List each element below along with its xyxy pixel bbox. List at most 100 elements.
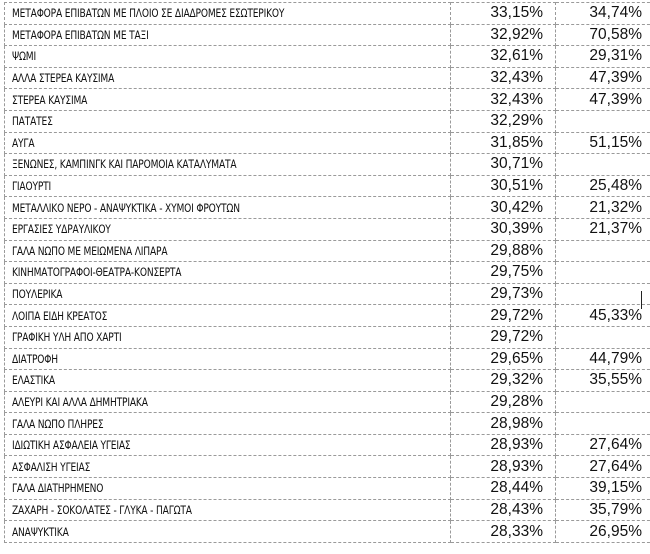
item-name: ΣΤΕΡΕΑ ΚΑΥΣΙΜΑ [12,92,88,107]
table-row: ΔΙΑΤΡΟΦΗ 29,65% 44,79% [4,347,650,371]
value-2-cell [555,109,650,133]
item-name-cell: ΚΙΝΗΜΑΤΟΓΡΑΦΟΙ-ΘΕΑΤΡΑ-ΚΟΝΣΕΡΤΑ [4,261,451,284]
item-name-cell: ΞΕΝΩΝΕΣ, ΚΑΜΠΙΝΓΚ ΚΑΙ ΠΑΡΟΜΟΙΑ ΚΑΤΑΛΥΜΑΤ… [4,153,451,176]
item-name-cell: ΓΙΑΟΥΡΤΙ [4,174,451,198]
item-name-cell: ΠΑΤΑΤΕΣ [4,109,451,133]
value-1-cell: 30,42% [450,196,556,219]
value-1-cell: 28,98% [450,412,556,435]
value-1-cell: 28,43% [450,498,556,522]
item-name: ΠΑΤΑΤΕΣ [12,114,53,129]
item-name-cell: ΕΛΑΣΤΙΚΑ [4,369,451,392]
item-name: ΑΛΕΥΡΙ ΚΑΙ ΑΛΛΑ ΔΗΜΗΤΡΙΑΚΑ [12,394,148,409]
table-row: ΖΑΧΑΡΗ - ΣΟΚΟΛΑΤΕΣ - ΓΛΥΚΑ - ΠΑΓΩΤΑ 28,43… [4,498,650,522]
item-name: ΓΡΑΦΙΚΗ ΥΛΗ ΑΠΟ ΧΑΡΤΙ [12,330,122,345]
value-1-cell: 28,44% [450,477,556,500]
value-1-cell: 30,39% [450,217,556,241]
item-name: ΕΛΑΣΤΙΚΑ [12,373,55,388]
value-2-cell: 21,37% [555,217,650,241]
item-name: ΖΑΧΑΡΗ - ΣΟΚΟΛΑΤΕΣ - ΓΛΥΚΑ - ΠΑΓΩΤΑ [12,502,192,517]
item-name: ΜΕΤΑΦΟΡΑ ΕΠΙΒΑΤΩΝ ΜΕ ΠΛΟΙΟ ΣΕ ΔΙΑΔΡΟΜΕΣ … [12,6,285,21]
value-2-cell: 35,79% [555,498,650,522]
value-2-cell: 25,48% [555,174,650,198]
item-name-cell: ΕΡΓΑΣΙΕΣ ΥΔΡΑΥΛΙΚΟΥ [4,217,451,241]
item-name: ΙΔΙΩΤΙΚΗ ΑΣΦΑΛΕΙΑ ΥΓΕΙΑΣ [12,438,131,453]
item-name-cell: ΑΥΓΑ [4,131,451,155]
value-2-cell: 51,15% [555,131,650,155]
value-1-cell: 33,15% [450,2,556,25]
value-2-cell [555,325,650,349]
value-1-cell: 30,71% [450,153,556,176]
table-row: ΓΑΛΑ ΝΩΠΟ ΜΕ ΜΕΙΩΜΕΝΑ ΛΙΠΑΡΑ 29,88% [4,239,650,263]
value-2-cell: 45,33% [555,304,650,327]
item-name: ΜΕΤΑΛΛΙΚΟ ΝΕΡΟ - ΑΝΑΨΥΚΤΙΚΑ - ΧΥΜΟΙ ΦΡΟΥ… [12,200,240,215]
value-1-cell: 29,73% [450,282,556,306]
table-row: ΑΝΑΨΥΚΤΙΚΑ 28,33% 26,95% [4,520,650,543]
value-2-cell: 21,32% [555,196,650,219]
value-1-cell: 28,33% [450,520,556,543]
table-row: ΣΤΕΡΕΑ ΚΑΥΣΙΜΑ 32,43% 47,39% [4,88,650,111]
value-1-cell: 32,43% [450,66,556,90]
item-name-cell: ΔΙΑΤΡΟΦΗ [4,347,451,371]
item-name: ΨΩΜΙ [12,49,36,64]
item-name: ΕΡΓΑΣΙΕΣ ΥΔΡΑΥΛΙΚΟΥ [12,222,111,237]
item-name: ΚΙΝΗΜΑΤΟΓΡΑΦΟΙ-ΘΕΑΤΡΑ-ΚΟΝΣΕΡΤΑ [12,265,182,280]
value-1-cell: 32,61% [450,45,556,68]
item-name-cell: ΓΡΑΦΙΚΗ ΥΛΗ ΑΠΟ ΧΑΡΤΙ [4,325,451,349]
value-1-cell: 28,93% [450,433,556,457]
value-2-cell [555,412,650,435]
value-2-cell: 26,95% [555,520,650,543]
value-2-cell: 70,58% [555,23,650,47]
value-1-cell: 32,92% [450,23,556,47]
item-name-cell: ΜΕΤΑΦΟΡΑ ΕΠΙΒΑΤΩΝ ΜΕ ΠΛΟΙΟ ΣΕ ΔΙΑΔΡΟΜΕΣ … [4,2,451,25]
table-row: ΓΑΛΑ ΔΙΑΤΗΡΗΜΕΝΟ 28,44% 39,15% [4,477,650,500]
table-row: ΚΙΝΗΜΑΤΟΓΡΑΦΟΙ-ΘΕΑΤΡΑ-ΚΟΝΣΕΡΤΑ 29,75% [4,261,650,284]
value-1-cell: 29,75% [450,261,556,284]
item-name: ΓΑΛΑ ΔΙΑΤΗΡΗΜΕΝΟ [12,481,104,496]
table-row: ΨΩΜΙ 32,61% 29,31% [4,45,650,68]
table-row: ΜΕΤΑΦΟΡΑ ΕΠΙΒΑΤΩΝ ΜΕ ΠΛΟΙΟ ΣΕ ΔΙΑΔΡΟΜΕΣ … [4,2,650,25]
table-body: ΜΕΤΑΦΟΡΑ ΕΠΙΒΑΤΩΝ ΜΕ ΠΛΟΙΟ ΣΕ ΔΙΑΔΡΟΜΕΣ … [4,2,650,543]
value-1-cell: 29,72% [450,325,556,349]
item-name: ΔΙΑΤΡΟΦΗ [12,351,58,366]
value-2-cell [555,239,650,263]
value-2-cell: 44,79% [555,347,650,371]
table-row: ΓΑΛΑ ΝΩΠΟ ΠΛΗΡΕΣ 28,98% [4,412,650,435]
item-name-cell: ΙΔΙΩΤΙΚΗ ΑΣΦΑΛΕΙΑ ΥΓΕΙΑΣ [4,433,451,457]
value-2-cell: 39,15% [555,477,650,500]
table-row: ΛΟΙΠΑ ΕΙΔΗ ΚΡΕΑΤΟΣ 29,72% 45,33% [4,304,650,327]
item-name-cell: ΑΛΛΑ ΣΤΕΡΕΑ ΚΑΥΣΙΜΑ [4,66,451,90]
item-name: ΠΟΥΛΕΡΙΚΑ [12,287,63,302]
table-row: ΞΕΝΩΝΕΣ, ΚΑΜΠΙΝΓΚ ΚΑΙ ΠΑΡΟΜΟΙΑ ΚΑΤΑΛΥΜΑΤ… [4,153,650,176]
item-name: ΑΥΓΑ [12,135,35,150]
item-name-cell: ΠΟΥΛΕΡΙΚΑ [4,282,451,306]
value-2-cell [555,153,650,176]
value-1-cell: 32,43% [450,88,556,111]
value-1-cell: 29,32% [450,369,556,392]
value-2-cell: 47,39% [555,88,650,111]
table-row: ΕΡΓΑΣΙΕΣ ΥΔΡΑΥΛΙΚΟΥ 30,39% 21,37% [4,217,650,241]
value-2-cell [555,261,650,284]
item-name-cell: ΓΑΛΑ ΔΙΑΤΗΡΗΜΕΝΟ [4,477,451,500]
table-row: ΓΡΑΦΙΚΗ ΥΛΗ ΑΠΟ ΧΑΡΤΙ 29,72% [4,325,650,349]
value-2-cell: 47,39% [555,66,650,90]
table-row: ΓΙΑΟΥΡΤΙ 30,51% 25,48% [4,174,650,198]
item-name: ΓΙΑΟΥΡΤΙ [12,179,52,194]
item-name-cell: ΨΩΜΙ [4,45,451,68]
item-name-cell: ΑΛΕΥΡΙ ΚΑΙ ΑΛΛΑ ΔΗΜΗΤΡΙΑΚΑ [4,390,451,414]
value-1-cell: 29,72% [450,304,556,327]
item-name-cell: ΓΑΛΑ ΝΩΠΟ ΠΛΗΡΕΣ [4,412,451,435]
item-name-cell: ΣΤΕΡΕΑ ΚΑΥΣΙΜΑ [4,88,451,111]
item-name-cell: ΓΑΛΑ ΝΩΠΟ ΜΕ ΜΕΙΩΜΕΝΑ ΛΙΠΑΡΑ [4,239,451,263]
item-name: ΞΕΝΩΝΕΣ, ΚΑΜΠΙΝΓΚ ΚΑΙ ΠΑΡΟΜΟΙΑ ΚΑΤΑΛΥΜΑΤ… [12,157,237,172]
table-row: ΜΕΤΑΛΛΙΚΟ ΝΕΡΟ - ΑΝΑΨΥΚΤΙΚΑ - ΧΥΜΟΙ ΦΡΟΥ… [4,196,650,219]
table-row: ΙΔΙΩΤΙΚΗ ΑΣΦΑΛΕΙΑ ΥΓΕΙΑΣ 28,93% 27,64% [4,433,650,457]
value-2-cell [555,282,650,306]
item-name-cell: ΛΟΙΠΑ ΕΙΔΗ ΚΡΕΑΤΟΣ [4,304,451,327]
item-name: ΛΟΙΠΑ ΕΙΔΗ ΚΡΕΑΤΟΣ [12,308,108,323]
item-name: ΑΝΑΨΥΚΤΙΚΑ [12,524,69,539]
text-cursor [641,291,642,309]
value-1-cell: 28,93% [450,455,556,479]
value-1-cell: 29,65% [450,347,556,371]
item-name-cell: ΜΕΤΑΛΛΙΚΟ ΝΕΡΟ - ΑΝΑΨΥΚΤΙΚΑ - ΧΥΜΟΙ ΦΡΟΥ… [4,196,451,219]
item-name-cell: ΜΕΤΑΦΟΡΑ ΕΠΙΒΑΤΩΝ ΜΕ ΤΑΞΙ [4,23,451,47]
